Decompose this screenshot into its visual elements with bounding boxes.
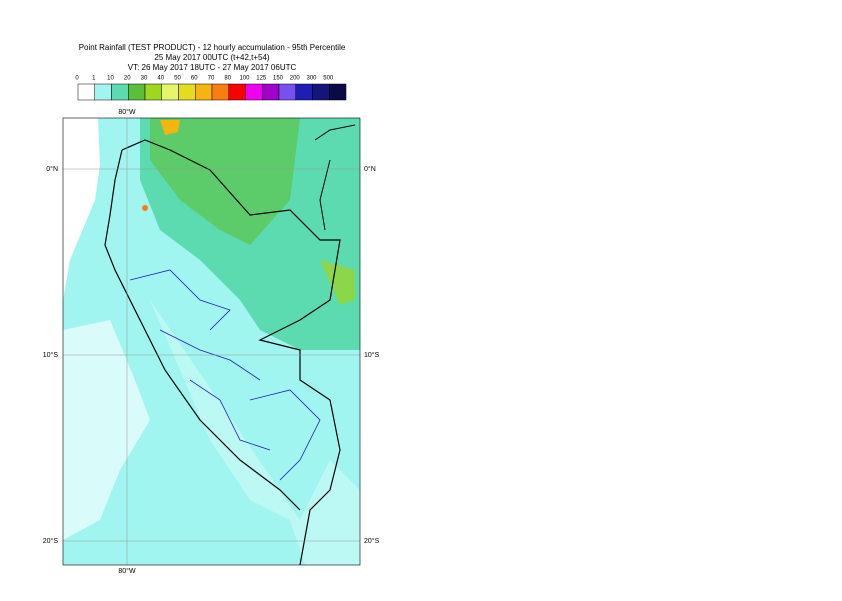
- legend-swatch: [295, 83, 313, 101]
- legend-label: 60: [191, 76, 198, 82]
- legend-label: 50: [174, 76, 181, 82]
- legend: 0 1 10 20 30 40 50 60 70 80 100 125 150 200 300 500: [75, 76, 347, 101]
- legend-swatch: [195, 83, 213, 101]
- legend-label: 200: [290, 76, 301, 82]
- legend-swatch: [211, 83, 229, 101]
- legend-swatch: [245, 83, 263, 101]
- legend-label: 0: [75, 76, 79, 82]
- dry-area: [63, 320, 150, 540]
- legend-label: 10: [107, 76, 114, 82]
- rain-heavy: [320, 260, 355, 305]
- legend-swatch: [144, 83, 162, 101]
- dry-area: [150, 300, 360, 565]
- lat-label: 0°N: [46, 165, 58, 173]
- title: Point Rainfall (TEST PRODUCT) - 12 hourl…: [79, 43, 346, 52]
- legend-label: 500: [323, 76, 334, 82]
- legend-swatch: [128, 83, 146, 101]
- legend-label: 30: [141, 76, 148, 82]
- dry-area: [63, 118, 100, 300]
- lat-label: 20°S: [364, 537, 380, 545]
- legend-swatch: [312, 83, 330, 101]
- legend-label: 20: [124, 76, 131, 82]
- rain-peak: [160, 120, 180, 135]
- legend-swatch: [278, 83, 296, 101]
- legend-swatch: [178, 83, 196, 101]
- legend-label: 300: [306, 76, 317, 82]
- legend-swatch: [262, 83, 280, 101]
- border: [121, 139, 341, 565]
- legend-swatch: [94, 83, 112, 101]
- legend-label: 150: [273, 76, 284, 82]
- legend-label: 40: [157, 76, 164, 82]
- legend-label: 125: [256, 76, 267, 82]
- legend-swatch: [111, 83, 129, 101]
- legend-swatch: [161, 83, 179, 101]
- legend-swatch: [228, 83, 246, 101]
- legend-swatch: [329, 83, 347, 101]
- valid-time: VT: 26 May 2017 18UTC - 27 May 2017 06UT…: [128, 63, 297, 72]
- lat-label: 10°S: [43, 351, 59, 359]
- legend-label: 80: [224, 76, 231, 82]
- legend-label: 1: [92, 76, 96, 82]
- border: [314, 124, 356, 231]
- lat-label: 10°S: [364, 351, 380, 359]
- lat-label: 20°S: [43, 537, 59, 545]
- subtitle: 25 May 2017 00UTC (t+42,t+54): [154, 53, 270, 62]
- legend-label: 100: [239, 76, 250, 82]
- coastline: [104, 149, 301, 511]
- lat-label: 0°N: [364, 165, 376, 173]
- map-frame: [62, 117, 361, 566]
- legend-label: 70: [208, 76, 215, 82]
- lon-label: 80°W: [118, 567, 136, 575]
- legend-swatch: [77, 83, 95, 101]
- map: 80°W 80°W 0°N 10°S 20°S 0°N 10°S 20°S: [43, 108, 380, 575]
- lon-label: 80°W: [118, 108, 136, 116]
- rain-peak: [142, 205, 148, 211]
